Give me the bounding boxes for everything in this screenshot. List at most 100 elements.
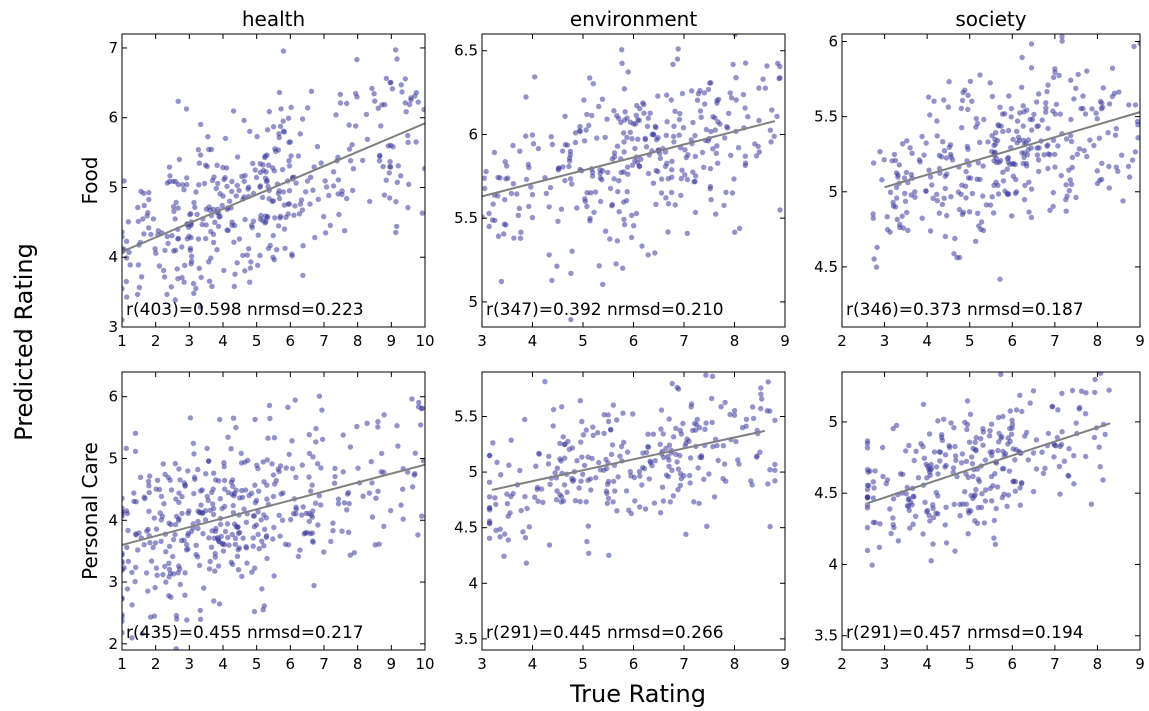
data-point — [204, 445, 210, 452]
data-point — [997, 276, 1003, 282]
data-point — [276, 512, 282, 518]
data-point — [956, 206, 963, 213]
data-point — [694, 97, 701, 103]
data-point — [493, 501, 499, 508]
data-point — [168, 487, 175, 493]
data-point — [693, 173, 699, 179]
data-point — [280, 118, 286, 124]
data-point — [944, 212, 950, 219]
data-point — [1093, 110, 1099, 116]
data-point — [959, 97, 966, 104]
data-point — [962, 419, 968, 425]
data-point — [1012, 457, 1018, 463]
data-point — [203, 222, 209, 228]
data-point — [332, 473, 338, 480]
stats-annotation: r(291)=0.457 nrmsd=0.194 — [846, 623, 1084, 643]
data-point — [963, 501, 970, 507]
data-point — [181, 187, 187, 193]
data-point — [995, 182, 1001, 189]
data-point — [217, 521, 224, 528]
data-point — [621, 149, 627, 155]
data-point — [733, 97, 739, 103]
data-point — [417, 422, 424, 428]
data-point — [271, 257, 277, 263]
data-point — [210, 206, 217, 212]
data-point — [309, 514, 315, 520]
data-point — [750, 415, 757, 422]
data-point — [503, 222, 509, 228]
data-point — [157, 510, 163, 516]
data-point — [965, 507, 972, 514]
data-point — [503, 176, 509, 182]
data-point — [1025, 457, 1032, 463]
data-point — [232, 271, 238, 277]
data-point — [980, 227, 987, 234]
data-point — [631, 223, 637, 229]
data-point — [490, 440, 496, 446]
data-point — [680, 420, 686, 427]
scatter-points — [482, 34, 783, 323]
data-point — [980, 426, 986, 432]
data-point — [709, 395, 715, 402]
data-point — [639, 482, 645, 488]
data-point — [701, 164, 707, 170]
data-point — [382, 102, 388, 108]
data-point — [252, 482, 258, 488]
data-point — [1109, 93, 1116, 100]
data-point — [402, 76, 408, 82]
data-point — [975, 160, 981, 166]
data-point — [546, 453, 552, 459]
data-point — [577, 398, 583, 404]
data-point — [393, 229, 399, 236]
data-point — [381, 523, 387, 529]
data-point — [994, 484, 1001, 490]
data-point — [972, 446, 979, 453]
data-point — [308, 488, 314, 494]
data-point — [502, 531, 508, 537]
data-point — [506, 462, 512, 468]
fit-line — [867, 422, 1111, 505]
data-point — [372, 354, 377, 359]
data-point — [280, 48, 287, 54]
data-point — [307, 201, 313, 207]
data-point — [405, 469, 411, 475]
data-point — [162, 247, 168, 254]
x-tick-label: 10 — [415, 655, 434, 673]
data-point — [269, 461, 275, 467]
scatter-points — [122, 47, 425, 327]
data-point — [627, 468, 633, 475]
data-point — [1063, 136, 1070, 142]
data-point — [1045, 142, 1051, 148]
stats-annotation: r(291)=0.445 nrmsd=0.266 — [486, 623, 724, 643]
data-point — [671, 123, 677, 129]
data-point — [176, 499, 182, 506]
scatter-points — [870, 34, 1140, 282]
data-point — [1054, 434, 1061, 441]
x-tick-label: 3 — [477, 332, 487, 350]
data-point — [993, 505, 999, 512]
data-point — [605, 495, 612, 502]
data-point — [718, 404, 724, 410]
data-point — [991, 142, 997, 149]
data-point — [151, 613, 158, 619]
data-point — [587, 75, 593, 81]
data-point — [892, 204, 899, 210]
data-point — [635, 136, 641, 142]
data-point — [876, 544, 883, 550]
data-point — [677, 452, 683, 459]
data-point — [281, 129, 288, 135]
data-point — [235, 524, 241, 530]
data-point — [486, 223, 492, 230]
data-point — [175, 517, 182, 524]
y-tick-label: 6 — [108, 388, 118, 406]
data-point — [413, 89, 420, 96]
data-point — [264, 555, 270, 562]
data-point — [387, 195, 393, 201]
x-tick-label: 9 — [780, 655, 790, 673]
data-point — [905, 497, 912, 503]
data-point — [171, 208, 177, 214]
y-tick-label: 5.5 — [814, 108, 838, 126]
data-point — [765, 379, 771, 385]
x-tick-label: 6 — [629, 655, 639, 673]
data-point — [483, 168, 489, 175]
